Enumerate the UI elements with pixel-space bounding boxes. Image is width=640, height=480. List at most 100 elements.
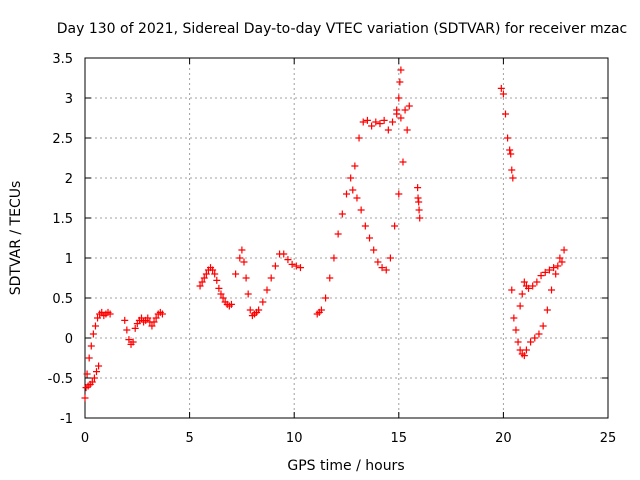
data-point [85, 354, 93, 362]
data-point [558, 258, 566, 266]
data-point [148, 322, 156, 330]
data-point [525, 284, 533, 292]
data-point [88, 378, 96, 386]
data-point [386, 254, 394, 262]
data-point [244, 290, 252, 298]
data-point [414, 194, 422, 202]
x-tick-label: 10 [286, 431, 303, 446]
x-tick-label: 5 [185, 431, 193, 446]
data-point [403, 126, 411, 134]
data-point [378, 264, 386, 272]
series-arc-6-peak [393, 66, 405, 114]
data-point [90, 374, 98, 382]
data-point [227, 300, 235, 308]
x-tick-label: 25 [600, 431, 617, 446]
series-arc-2 [121, 308, 166, 348]
x-tick-label: 15 [391, 431, 408, 446]
data-point [556, 254, 564, 262]
data-point [372, 118, 380, 126]
data-point [200, 274, 208, 282]
data-point [510, 314, 518, 322]
data-point [334, 230, 342, 238]
series-arc-4 [232, 246, 304, 320]
y-tick-label: 1 [65, 252, 73, 267]
data-point [152, 314, 160, 322]
chart-title: Day 130 of 2021, Sidereal Day-to-day VTE… [57, 21, 627, 37]
data-point [93, 368, 101, 376]
data-point [240, 258, 248, 266]
data-point [202, 270, 210, 278]
data-point [509, 174, 517, 182]
data-point [217, 290, 225, 298]
data-point [353, 194, 361, 202]
data-point [91, 322, 99, 330]
data-point [121, 316, 129, 324]
data-point [137, 314, 145, 322]
data-point [255, 306, 263, 314]
data-point [263, 286, 271, 294]
y-tick-label: 0.5 [52, 292, 73, 307]
y-tick-label: 3.5 [52, 52, 73, 67]
data-point [196, 282, 204, 290]
data-point [83, 370, 91, 378]
data-point [280, 250, 288, 258]
data-point [236, 254, 244, 262]
data-point [537, 272, 545, 280]
data-point [326, 274, 334, 282]
data-point [520, 352, 528, 360]
data-point [94, 314, 102, 322]
data-point [529, 282, 537, 290]
y-tick-label: 0 [65, 332, 73, 347]
data-point [396, 78, 404, 86]
data-point [259, 298, 267, 306]
data-point [366, 234, 374, 242]
data-point [535, 330, 543, 338]
grid-layer [85, 58, 608, 418]
y-tick-label: -1 [60, 412, 73, 427]
data-point [514, 338, 522, 346]
data-point [522, 346, 530, 354]
data-point [399, 158, 407, 166]
data-point [415, 206, 423, 214]
series-arc-9a [508, 246, 568, 360]
data-point [296, 264, 304, 272]
data-point [213, 276, 221, 284]
data-point [246, 306, 254, 314]
data-point [215, 284, 223, 292]
data-point [543, 306, 551, 314]
plot-frame [84, 57, 609, 419]
data-point [405, 102, 413, 110]
data-point [292, 262, 300, 270]
data-point [125, 336, 133, 344]
data-point [359, 118, 367, 126]
data-point [284, 256, 292, 264]
data-point [89, 330, 97, 338]
data-point [238, 246, 246, 254]
series-arc-9b [516, 258, 566, 310]
data-point [351, 162, 359, 170]
data-point [395, 190, 403, 198]
data-point [131, 324, 139, 332]
data-point [357, 206, 365, 214]
data-point [507, 150, 515, 158]
data-point [209, 266, 217, 274]
axis-ticks [84, 57, 609, 419]
data-point [560, 246, 568, 254]
data-point [211, 270, 219, 278]
data-point [518, 290, 526, 298]
data-point [393, 106, 401, 114]
data-point [349, 186, 357, 194]
data-point [397, 66, 405, 74]
data-point [384, 126, 392, 134]
data-point [368, 122, 376, 130]
data-point [533, 278, 541, 286]
data-point [87, 342, 95, 350]
data-point [501, 110, 509, 118]
data-point [150, 318, 158, 326]
data-point [550, 264, 558, 272]
data-point [198, 278, 206, 286]
data-point [531, 334, 539, 342]
data-point [414, 184, 422, 192]
data-point [95, 362, 103, 370]
series-arc-3 [196, 264, 235, 310]
